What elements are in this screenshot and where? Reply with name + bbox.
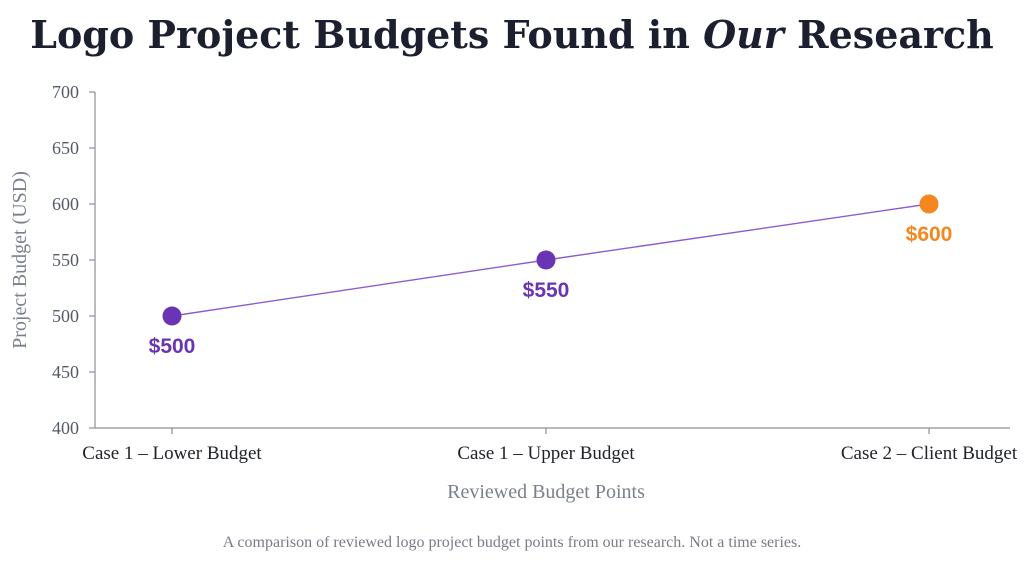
y-tick-label: 700 bbox=[52, 82, 79, 102]
chart-title-part-3: Research bbox=[784, 12, 994, 57]
x-tick-label: Case 1 – Lower Budget bbox=[82, 443, 262, 464]
series-group: $500 $550 $600 bbox=[149, 194, 953, 358]
data-point bbox=[162, 306, 182, 326]
data-label: $550 bbox=[523, 279, 570, 302]
chart-title-part-2: Our bbox=[703, 12, 787, 57]
chart-title-part-1: Logo Project Budgets Found in bbox=[30, 12, 703, 57]
y-tick-label: 400 bbox=[52, 418, 79, 438]
y-tick-label: 600 bbox=[52, 194, 79, 214]
y-tick-label: 550 bbox=[52, 250, 79, 270]
y-axis-label: Project Budget (USD) bbox=[9, 171, 31, 349]
y-tick-label: 650 bbox=[52, 138, 79, 158]
x-axis-label: Reviewed Budget Points bbox=[447, 481, 645, 503]
x-axis-ticks: Case 1 – Lower Budget Case 1 – Upper Budg… bbox=[82, 428, 1018, 464]
x-tick-label: Case 1 – Upper Budget bbox=[457, 443, 635, 464]
data-point bbox=[536, 250, 556, 270]
y-tick-label: 500 bbox=[52, 306, 79, 326]
y-tick-label: 450 bbox=[52, 362, 79, 382]
y-axis-ticks: 400 450 500 550 600 650 700 bbox=[52, 82, 95, 438]
data-label: $600 bbox=[906, 223, 953, 246]
chart-caption: A comparison of reviewed logo project bu… bbox=[223, 534, 802, 551]
chart-title: Logo Project Budgets Found in Our Resear… bbox=[30, 12, 994, 57]
x-tick-label: Case 2 – Client Budget bbox=[841, 443, 1018, 464]
data-point bbox=[919, 194, 939, 214]
data-label: $500 bbox=[149, 335, 196, 358]
